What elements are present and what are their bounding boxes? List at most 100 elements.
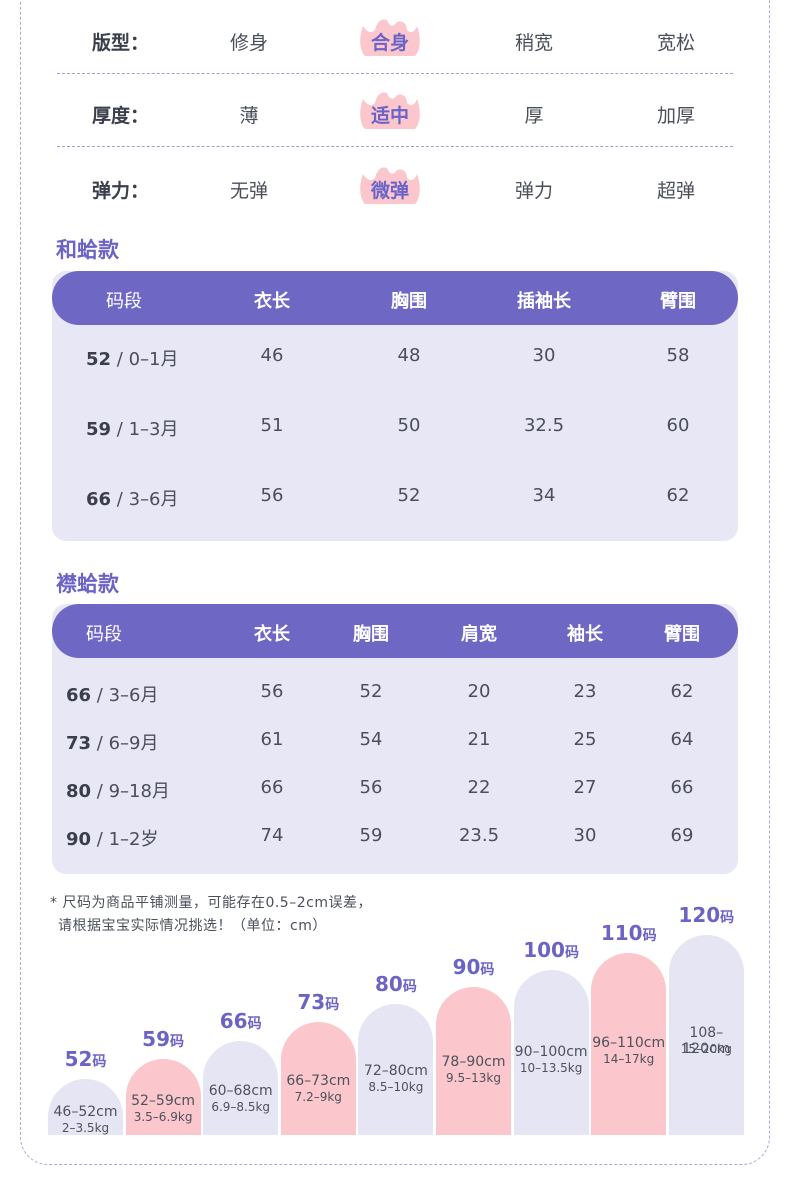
size-code: 80 [66,781,92,802]
age-range: / 3–6月 [111,489,179,510]
table-cell: 58 [666,345,690,366]
size-arch: 46–52cm 2–3.5kg [48,1079,123,1135]
arch-size-label: 90码 [436,955,511,979]
table-cell: 23 [573,681,597,702]
attribute-option: 薄 [239,105,259,127]
arch-height-range: 96–110cm [592,1034,666,1051]
arch-height-range: 46–52cm [53,1104,118,1121]
size-number: 80 [374,972,403,996]
arch-height-range: 108–120cm [682,1025,731,1057]
size-code: 73 [66,733,92,754]
attribute-row: 版型： 修身 合身 稍宽 宽松 [0,19,790,60]
arch-height-range: 72–80cm [363,1062,428,1079]
size-number: 120 [678,903,721,927]
note-line-1: * 尺码为商品平铺测量，可能存在0.5–2cm误差， [50,895,372,911]
table-row: 66 / 3–6月 56 52 20 23 62 [52,677,738,707]
table-cell: 62 [670,681,694,702]
dashed-divider [57,73,733,74]
arch-size-label: 110码 [591,921,666,945]
size-number: 100 [523,938,565,962]
attribute-option: 超弹 [656,180,695,202]
attribute-option: 合身 [370,32,409,54]
table-cell: 34 [532,485,556,506]
column-header: 肩宽 [461,624,497,645]
arch-weight-range: 14–17kg [603,1051,655,1066]
table-cell: 21 [467,729,491,750]
arch-size-label: 80码 [358,972,433,996]
table-cell: 62 [666,485,690,506]
table-cell: 52 [359,681,383,702]
arch-size-label: 100码 [514,938,589,962]
arch-height-range: 52–59cm [131,1093,196,1110]
size-code: 90 [66,829,92,850]
size-code: 52 [86,349,112,370]
attribute-row: 厚度： 薄 适中 厚 加厚 [0,92,790,133]
table-cell: 54 [359,729,383,750]
age-range: / 3–6月 [91,685,159,706]
size-cell: 80 / 9–18月 [66,777,206,803]
size-arch: 108–120cm 15–20kg [668,935,744,1135]
table-cell: 56 [260,485,284,506]
table-cell: 30 [573,825,597,846]
table-cell: 48 [397,345,421,366]
size-cell: 66 / 3–6月 [66,681,206,707]
attribute-option: 适中 [370,105,409,127]
table-row: 59 / 1–3月 51 50 32.5 60 [52,411,738,441]
arch-size-label: 120码 [669,903,744,927]
selected-badge-icon [357,16,423,60]
size-arch: 72–80cm 8.5–10kg [358,1004,434,1135]
column-header: 插袖长 [517,291,571,312]
table-cell: 22 [467,777,491,798]
size-unit: 码 [325,997,340,1013]
size-cell: 52 / 0–1月 [86,345,226,371]
arch-size-label: 59码 [126,1027,201,1051]
column-header: 码段 [86,624,122,645]
size-number: 90 [452,955,481,979]
table-row: 52 / 0–1月 46 48 30 58 [52,341,738,371]
size-cell: 90 / 1–2岁 [66,825,206,851]
age-range: / 1–3月 [111,419,179,440]
size-cell: 73 / 6–9月 [66,729,206,755]
arch-weight-range: 3.5–6.9kg [133,1110,193,1125]
arch-size-label: 52码 [48,1047,123,1071]
attribute-label: 版型： [92,32,150,54]
size-table-2: 码段 衣长 胸围 肩宽 袖长 臂围 66 / 3–6月 56 52 20 23 62 73 / 6–9… [52,604,738,874]
arch-height-range: 78–90cm [441,1053,506,1070]
column-header: 码段 [106,291,142,312]
size-arch: 78–90cm 9.5–13kg [436,987,511,1135]
attribute-option: 修身 [229,32,268,54]
attribute-option: 无弹 [229,180,268,202]
arch-height-range: 66–73cm [286,1072,351,1089]
attribute-option: 厚 [524,105,544,127]
size-code: 59 [86,419,112,440]
attribute-option: 宽松 [656,32,695,54]
table-cell: 51 [260,415,284,436]
arch-weight-range: 7.2–9kg [294,1089,342,1104]
size-number: 59 [142,1027,171,1051]
table-row: 90 / 1–2岁 74 59 23.5 30 69 [52,821,738,851]
column-header: 臂围 [660,291,696,312]
arch-size-label: 66码 [203,1009,278,1033]
table-cell: 66 [260,777,284,798]
note-line-2: 请根据宝宝实际情况挑选！（单位：cm） [58,918,327,934]
arch-weight-range: 9.5–13kg [446,1070,501,1085]
size-unit: 码 [564,945,579,961]
attribute-option: 微弹 [370,180,409,202]
attribute-label: 厚度： [92,105,150,127]
table-row: 73 / 6–9月 61 54 21 25 64 [52,725,738,755]
arch-height-range: 90–100cm [514,1044,588,1061]
age-range: / 1–2岁 [91,829,159,850]
column-header: 袖长 [567,624,603,645]
arch-weight-range: 6.9–8.5kg [211,1100,271,1115]
table-cell: 46 [260,345,284,366]
table-cell: 52 [397,485,421,506]
age-range: / 6–9月 [91,733,159,754]
age-range: / 0–1月 [111,349,179,370]
size-unit: 码 [480,962,495,978]
table-cell: 64 [670,729,694,750]
table-cell: 59 [359,825,383,846]
size-unit: 码 [402,979,417,995]
column-header: 胸围 [391,291,427,312]
table-cell: 50 [397,415,421,436]
selected-badge-icon [357,89,423,133]
